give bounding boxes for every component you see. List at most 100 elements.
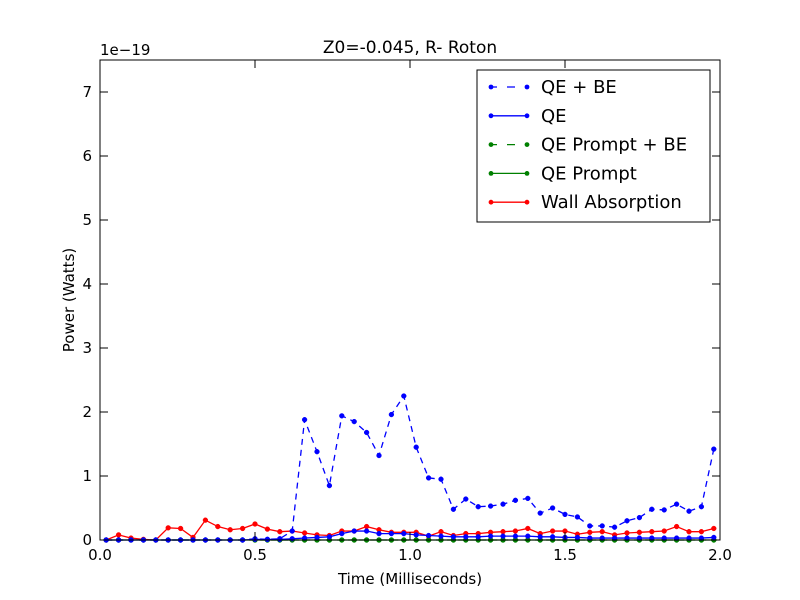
data-point-0-41 bbox=[611, 524, 618, 530]
data-point-0-25 bbox=[413, 444, 419, 450]
data-point-1-35 bbox=[537, 534, 543, 540]
data-point-1-19 bbox=[339, 530, 345, 537]
data-point-4-44 bbox=[649, 529, 655, 535]
legend-label-1: QE bbox=[541, 106, 567, 127]
legend-marker-end-1 bbox=[524, 113, 530, 119]
data-point-4-27 bbox=[438, 529, 444, 535]
legend: QE + BE QE QE Prompt + BE QE Prompt Wall Abs… bbox=[476, 69, 711, 223]
data-point-0-46 bbox=[673, 501, 680, 507]
y-tick-label-5: 5 bbox=[82, 211, 92, 229]
data-point-1-30 bbox=[475, 534, 481, 540]
data-point-4-48 bbox=[698, 529, 705, 535]
data-point-4-14 bbox=[277, 529, 283, 535]
legend-marker-end-3 bbox=[524, 171, 530, 176]
data-point-0-30 bbox=[475, 504, 481, 510]
x-tick-label-4: 2.0 bbox=[708, 546, 732, 564]
data-point-0-21 bbox=[363, 429, 370, 436]
y-axis-label: Power (Watts) bbox=[60, 248, 78, 352]
data-point-4-9 bbox=[215, 523, 221, 530]
data-point-0-18 bbox=[326, 482, 333, 489]
data-point-0-35 bbox=[537, 510, 543, 516]
data-point-4-43 bbox=[636, 529, 643, 535]
data-point-0-26 bbox=[425, 475, 432, 481]
data-point-4-33 bbox=[512, 528, 519, 534]
data-point-0-45 bbox=[661, 507, 667, 513]
x-tick-label-2: 1.0 bbox=[398, 546, 422, 564]
data-point-4-39 bbox=[587, 529, 593, 535]
legend-marker-start-3 bbox=[488, 171, 494, 176]
data-point-1-32 bbox=[500, 533, 506, 539]
data-point-0-17 bbox=[314, 449, 320, 455]
data-point-4-40 bbox=[599, 529, 605, 535]
data-point-0-15 bbox=[289, 528, 295, 534]
data-point-0-32 bbox=[500, 501, 506, 507]
data-point-0-29 bbox=[463, 496, 469, 502]
data-point-1-28 bbox=[450, 534, 457, 540]
data-point-0-48 bbox=[698, 504, 705, 510]
data-point-1-17 bbox=[314, 534, 320, 541]
data-point-1-23 bbox=[388, 530, 395, 537]
data-point-0-31 bbox=[487, 503, 494, 509]
data-point-1-29 bbox=[463, 534, 469, 540]
data-point-4-5 bbox=[165, 525, 171, 531]
data-point-4-47 bbox=[686, 529, 692, 535]
legend-marker-end-4 bbox=[524, 199, 530, 205]
y-tick-label-1: 1 bbox=[82, 467, 92, 485]
data-point-4-16 bbox=[301, 530, 308, 536]
legend-label-3: QE Prompt bbox=[541, 163, 637, 184]
y-tick-label-4: 4 bbox=[82, 275, 92, 293]
data-point-0-20 bbox=[351, 418, 357, 425]
data-point-0-28 bbox=[450, 506, 457, 512]
x-tick-label-3: 1.5 bbox=[553, 546, 577, 564]
data-point-4-1 bbox=[115, 532, 122, 538]
data-point-1-27 bbox=[438, 533, 444, 539]
y-tick-label-0: 0 bbox=[82, 531, 92, 549]
data-point-4-6 bbox=[177, 525, 184, 532]
data-point-0-42 bbox=[624, 518, 630, 524]
data-point-0-27 bbox=[438, 476, 444, 482]
y-tick-label-7: 7 bbox=[82, 83, 92, 101]
data-point-0-47 bbox=[686, 508, 692, 514]
data-point-0-37 bbox=[562, 511, 568, 518]
data-point-4-46 bbox=[673, 523, 680, 530]
y-tick-label-2: 2 bbox=[82, 403, 92, 421]
data-point-1-49 bbox=[711, 534, 717, 541]
data-point-1-22 bbox=[376, 530, 382, 537]
data-point-4-11 bbox=[239, 525, 246, 532]
y-scale-label: 1e−19 bbox=[100, 41, 150, 59]
data-point-0-19 bbox=[339, 413, 345, 419]
chart-title: Z0=-0.045, R- Roton bbox=[323, 38, 497, 58]
data-point-4-32 bbox=[500, 529, 506, 535]
data-point-0-38 bbox=[574, 514, 581, 520]
data-point-1-26 bbox=[425, 532, 432, 539]
data-point-1-31 bbox=[487, 533, 494, 539]
x-axis-label: Time (Milliseconds) bbox=[337, 570, 482, 588]
data-point-0-34 bbox=[525, 495, 531, 502]
data-point-1-38 bbox=[574, 534, 581, 541]
legend-marker-start-1 bbox=[488, 113, 494, 119]
legend-label-0: QE + BE bbox=[541, 77, 617, 98]
data-point-1-25 bbox=[413, 532, 419, 538]
data-point-4-36 bbox=[549, 528, 556, 534]
data-point-0-23 bbox=[388, 411, 395, 418]
legend-label-2: QE Prompt + BE bbox=[541, 135, 687, 156]
data-point-1-24 bbox=[401, 530, 407, 537]
data-point-4-49 bbox=[711, 525, 717, 532]
data-point-1-33 bbox=[512, 533, 519, 539]
data-point-0-16 bbox=[301, 417, 308, 423]
data-point-1-21 bbox=[363, 528, 370, 534]
data-point-0-13 bbox=[264, 536, 271, 543]
data-point-4-34 bbox=[525, 525, 531, 532]
data-point-0-22 bbox=[376, 452, 382, 459]
legend-marker-end-2 bbox=[524, 142, 530, 148]
data-point-1-18 bbox=[326, 534, 333, 540]
data-point-0-36 bbox=[549, 505, 556, 511]
x-tick-label-0: 0.0 bbox=[88, 546, 112, 564]
y-tick-label-3: 3 bbox=[82, 339, 92, 357]
data-point-1-34 bbox=[525, 533, 531, 539]
data-point-0-40 bbox=[599, 523, 605, 529]
data-point-4-45 bbox=[661, 528, 667, 534]
data-point-0-33 bbox=[512, 497, 519, 503]
legend-marker-start-4 bbox=[488, 199, 494, 205]
